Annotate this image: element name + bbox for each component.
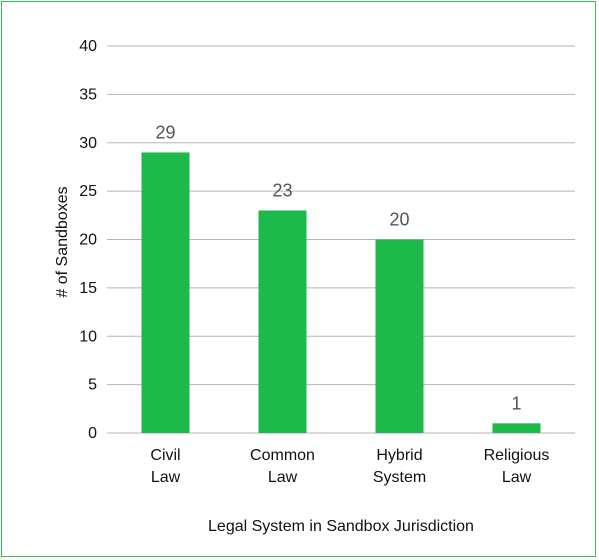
y-tick-label-40: 40 [79, 38, 97, 55]
y-tick-label-15: 15 [79, 280, 97, 297]
bars-layer [141, 152, 541, 434]
y-tick-label-0: 0 [88, 425, 97, 442]
y-tick-labels: 0 5 10 15 20 25 30 35 40 [79, 38, 97, 442]
bar-religious-law [492, 423, 541, 433]
x-tick-label-civil-law: Civil Law [150, 447, 180, 486]
bar-common-law [258, 210, 307, 433]
x-tick-line: Civil [150, 447, 180, 464]
data-label-civil-law: 29 [155, 122, 175, 142]
x-tick-line: Law [151, 469, 181, 486]
labels-layer: 29 23 20 1 [155, 122, 521, 413]
y-axis-title: # of Sandboxes [54, 186, 71, 297]
x-tick-line: Hybrid [376, 447, 422, 464]
y-tick-label-35: 35 [79, 86, 97, 103]
data-label-religious-law: 1 [511, 393, 521, 413]
x-tick-label-hybrid-system: Hybrid System [373, 447, 426, 486]
x-tick-line: Law [502, 469, 532, 486]
x-tick-labels: Civil Law Common Law Hybrid System Religious La… [150, 447, 549, 486]
x-tick-label-religious-law: Religious Law [484, 447, 550, 486]
bar-civil-law [141, 152, 190, 434]
bar-hybrid-system [375, 239, 424, 433]
y-tick-label-20: 20 [79, 232, 97, 249]
x-tick-line: Common [250, 447, 315, 464]
data-label-hybrid-system: 20 [389, 210, 409, 230]
x-tick-label-common-law: Common Law [250, 447, 315, 486]
data-label-common-law: 23 [272, 180, 292, 200]
y-tick-label-5: 5 [88, 377, 97, 394]
x-tick-line: Law [268, 469, 298, 486]
x-tick-line: Religious [484, 447, 550, 464]
x-tick-line: System [373, 469, 426, 486]
y-tick-label-10: 10 [79, 328, 97, 345]
x-axis-title: Legal System in Sandbox Jurisdiction [208, 518, 474, 535]
y-tick-label-25: 25 [79, 183, 97, 200]
y-tick-label-30: 30 [79, 135, 97, 152]
